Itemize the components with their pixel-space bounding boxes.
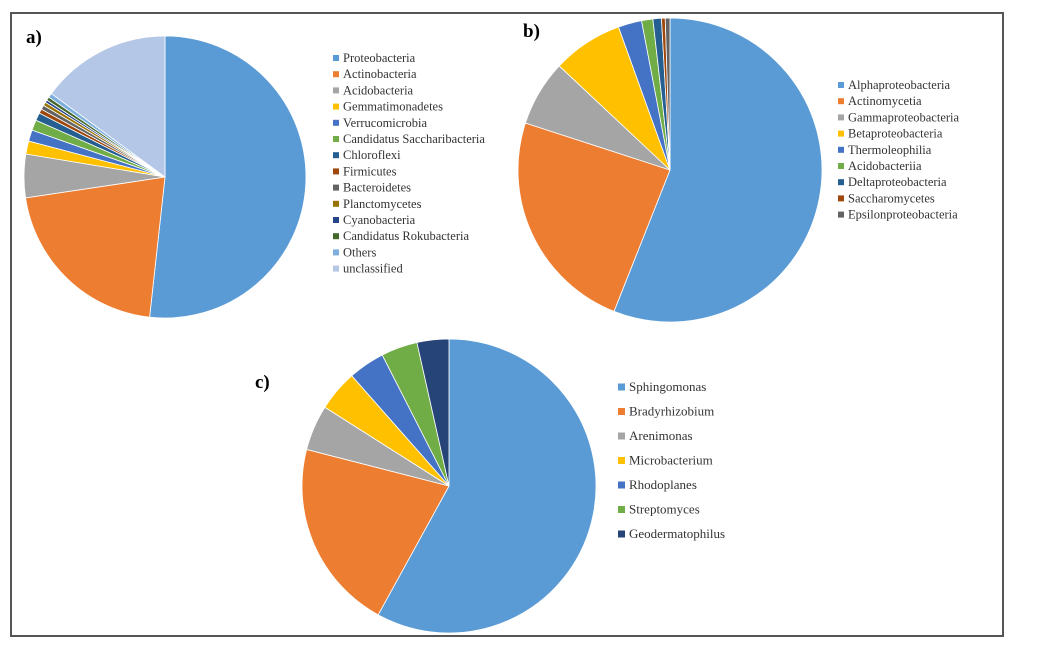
legend-entry: Firmicutes xyxy=(343,164,397,178)
legend-swatch xyxy=(838,98,844,105)
legend-entry: Saccharomycetes xyxy=(848,191,935,205)
legend-entry: Deltaproteobacteria xyxy=(848,175,947,189)
legend-entry: Proteobacteria xyxy=(343,51,416,65)
legend-swatch xyxy=(618,408,625,415)
legend-swatch xyxy=(838,130,844,137)
panel-label: a) xyxy=(26,27,42,48)
legend-entry: Sphingomonas xyxy=(629,379,706,394)
legend-entry: unclassified xyxy=(343,262,403,276)
legend-entry: Geodermatophilus xyxy=(629,526,725,541)
legend-entry: Chloroflexi xyxy=(343,148,401,162)
legend-entry: Actinomycetia xyxy=(848,94,922,108)
legend-entry: Streptomyces xyxy=(629,502,700,517)
legend-entry: Verrucomicrobia xyxy=(343,116,427,130)
legend-entry: Cyanobacteria xyxy=(343,213,416,227)
pie-chart-a: a) Proteobacteria Actinobacteria Acidobacte… xyxy=(23,27,485,319)
legend-swatch xyxy=(333,249,339,256)
pie-chart-c: c) Sphingomonas Bradyrhizobium Arenimonas Mi… xyxy=(255,338,725,634)
legend-swatch xyxy=(838,179,844,186)
legend-entry: Actinobacteria xyxy=(343,67,417,81)
legend-entry: Planctomycetes xyxy=(343,197,422,211)
legend-swatch xyxy=(618,383,625,391)
pie-slice-proteobacteria xyxy=(149,35,307,319)
legend-swatch xyxy=(618,457,625,464)
legend-entry: Acidobacteria xyxy=(343,83,414,97)
legend-swatch xyxy=(838,195,844,202)
legend-entry: Candidatus Rokubacteria xyxy=(343,229,469,243)
legend-swatch xyxy=(333,136,339,142)
legend-swatch xyxy=(838,211,844,218)
pie-slice-sphingomonas xyxy=(377,338,597,634)
legend-entry: Alphaproteobacteria xyxy=(848,78,950,92)
pie-slice-alphaproteobacteria xyxy=(613,17,823,323)
panel-label: b) xyxy=(523,21,540,42)
legend-swatch xyxy=(618,481,625,489)
legend-swatch xyxy=(333,200,339,207)
legend-entry: Epsilonproteobacteria xyxy=(848,208,958,222)
legend-swatch xyxy=(333,184,339,191)
legend-entry: Rhodoplanes xyxy=(629,477,697,492)
legend-swatch xyxy=(333,265,339,272)
pie-chart-b: b) Alphaproteobacteria Actinomycetia Gammap… xyxy=(517,17,960,323)
legend-swatch xyxy=(333,71,339,78)
legend-swatch xyxy=(333,119,339,126)
legend-swatch xyxy=(618,506,625,513)
pie-slice-actinobacteria xyxy=(25,176,166,318)
legend-entry: Bradyrhizobium xyxy=(629,404,714,419)
legend-entry: Candidatus Saccharibacteria xyxy=(343,132,485,146)
legend-swatch xyxy=(838,82,844,88)
pie-slice-epsilonproteobacteria xyxy=(664,17,671,171)
legend-entry: Microbacterium xyxy=(629,453,713,468)
panel-label: c) xyxy=(255,372,270,393)
legend-swatch xyxy=(333,55,339,61)
legend-swatch xyxy=(333,168,339,175)
legend-swatch xyxy=(333,103,339,110)
pie-slice-unclassified xyxy=(50,35,166,178)
legend-entry: Bacteroidetes xyxy=(343,181,411,195)
legend-swatch xyxy=(333,217,339,223)
pie-slice-bradyrhizobium xyxy=(301,448,450,616)
legend-swatch xyxy=(838,114,844,121)
pie-slice-actinomycetia xyxy=(517,122,671,312)
legend-swatch xyxy=(838,146,844,153)
legend-swatch xyxy=(333,87,339,94)
legend-swatch xyxy=(838,163,844,169)
pie-slice-geodermatophilus xyxy=(416,338,450,487)
legend-swatch xyxy=(333,233,339,240)
legend-entry: Others xyxy=(343,245,376,259)
legend-swatch xyxy=(333,152,339,159)
legend-entry: Gammaproteobacteria xyxy=(848,110,960,124)
legend-entry: Betaproteobacteria xyxy=(848,127,943,141)
legend-entry: Arenimonas xyxy=(629,428,693,443)
legend-entry: Thermoleophilia xyxy=(848,143,932,157)
legend-entry: Acidobacteriia xyxy=(848,159,922,173)
legend-swatch xyxy=(618,530,625,538)
legend-entry: Gemmatimonadetes xyxy=(343,100,443,114)
legend-swatch xyxy=(618,432,625,440)
